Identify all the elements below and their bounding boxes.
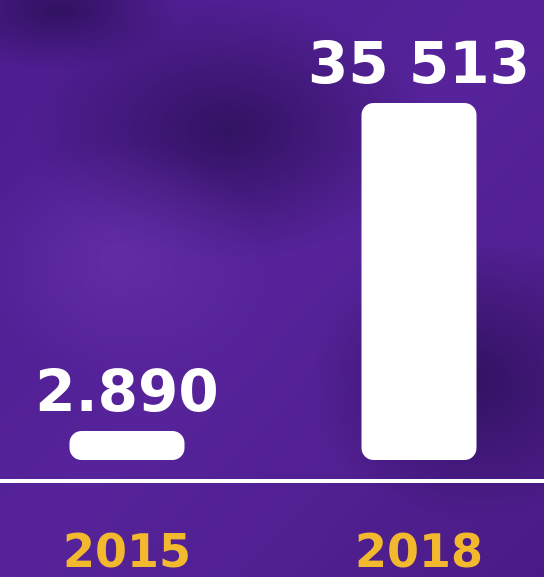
bar bbox=[361, 103, 477, 460]
value-label: 2.890 bbox=[35, 357, 218, 425]
value-label: 35 513 bbox=[308, 29, 530, 97]
background-light bbox=[0, 140, 270, 380]
background-shade bbox=[0, 0, 180, 70]
category-label: 2018 bbox=[355, 524, 483, 577]
bar bbox=[69, 430, 185, 460]
category-label: 2015 bbox=[63, 524, 191, 577]
